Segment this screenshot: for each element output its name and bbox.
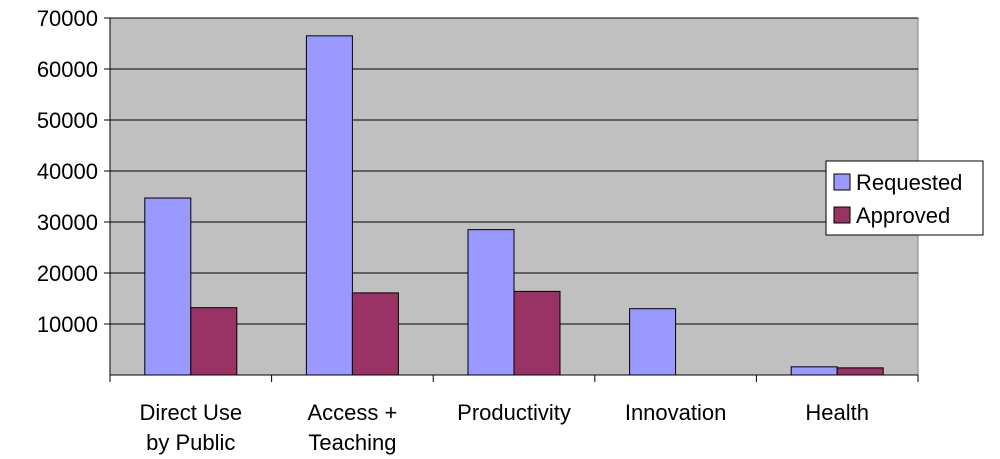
bar-requested	[144, 197, 192, 376]
x-category-label: by Public	[146, 430, 235, 455]
y-axis-ticks: 10000 20000 30000 40000 50000 60000 70000	[37, 6, 110, 337]
bar-approved	[351, 292, 399, 376]
legend-box	[825, 160, 984, 236]
bar-requested	[467, 229, 515, 376]
bars	[144, 35, 884, 376]
x-category-label: Health	[805, 400, 869, 425]
bar-approved	[836, 367, 884, 376]
x-category-label: Teaching	[308, 430, 396, 455]
legend-swatch-approved	[833, 206, 851, 224]
axes	[109, 18, 919, 382]
legend-swatch-requested	[833, 173, 851, 191]
y-tick-label: 10000	[37, 312, 98, 337]
y-tick-label: 60000	[37, 57, 98, 82]
x-category-label: Direct Use	[139, 400, 242, 425]
x-axis-labels: Direct Use by Public Access + Teaching Produ…	[139, 400, 869, 455]
y-tick-label: 20000	[37, 261, 98, 286]
bar-requested	[629, 308, 677, 376]
legend: Requested Approved	[825, 160, 984, 236]
bar-approved	[190, 307, 238, 376]
x-category-label: Innovation	[625, 400, 727, 425]
bar-requested	[305, 35, 353, 376]
y-tick-label: 40000	[37, 159, 98, 184]
y-tick-label: 70000	[37, 6, 98, 31]
y-tick-label: 30000	[37, 210, 98, 235]
bar-requested	[790, 366, 838, 376]
legend-label-requested: Requested	[856, 170, 962, 195]
bar-approved	[513, 290, 561, 376]
y-tick-label: 50000	[37, 108, 98, 133]
legend-label-approved: Approved	[856, 203, 950, 228]
gridlines	[110, 17, 918, 325]
x-category-label: Productivity	[457, 400, 571, 425]
x-category-label: Access +	[307, 400, 397, 425]
